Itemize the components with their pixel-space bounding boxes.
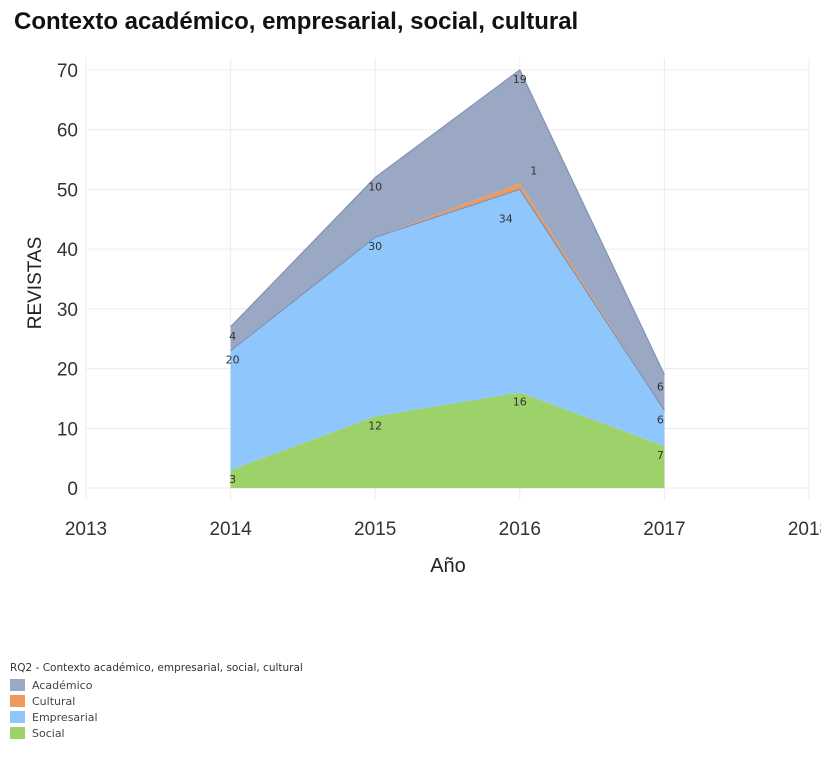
legend-swatch-empresarial: [10, 711, 25, 723]
data-label-academico-2017: 6: [657, 381, 664, 394]
legend-label-social: Social: [32, 726, 65, 740]
legend-label-academico: Académico: [32, 678, 93, 692]
data-label-social-2015: 12: [368, 419, 382, 432]
y-tick-label-60: 60: [57, 121, 78, 142]
x-tick-label-2018: 2018: [788, 519, 821, 540]
data-label-academico-2015: 10: [368, 180, 382, 193]
legend-title: RQ2 - Contexto académico, empresarial, s…: [10, 662, 303, 674]
legend-label-empresarial: Empresarial: [32, 710, 98, 724]
data-label-empresarial-2017: 6: [657, 413, 664, 426]
x-tick-label-2013: 2013: [65, 519, 107, 540]
y-axis-title: REVISTAS: [25, 237, 46, 330]
area-social: [230, 392, 665, 489]
legend-item-academico[interactable]: Académico: [10, 677, 303, 693]
chart-title: Contexto académico, empresarial, social,…: [14, 8, 579, 35]
legend-swatch-academico: [10, 679, 25, 691]
area-academico: [230, 69, 665, 411]
legend-item-social[interactable]: Social: [10, 725, 303, 741]
x-tick-label-2016: 2016: [499, 519, 541, 540]
boundary-line-empresarial: [230, 188, 665, 411]
x-axis-title: Año: [430, 555, 466, 577]
legend-item-cultural[interactable]: Cultural: [10, 693, 303, 709]
legend-item-empresarial[interactable]: Empresarial: [10, 709, 303, 725]
y-tick-label-70: 70: [57, 61, 78, 82]
y-tick-label-30: 30: [57, 300, 78, 321]
data-label-social-2014: 3: [229, 473, 236, 486]
x-tick-label-2017: 2017: [643, 519, 685, 540]
data-label-cultural-2016: 1: [530, 164, 537, 177]
data-label-social-2016: 16: [513, 395, 527, 408]
y-tick-label-10: 10: [57, 419, 78, 440]
data-label-empresarial-2015: 30: [368, 240, 382, 253]
legend-swatch-social: [10, 727, 25, 739]
y-tick-label-0: 0: [67, 479, 78, 500]
data-label-empresarial-2016: 34: [499, 212, 513, 225]
y-tick-label-50: 50: [57, 180, 78, 201]
area-empresarial: [230, 189, 665, 471]
legend-swatch-cultural: [10, 695, 25, 707]
data-label-academico-2016: 19: [513, 73, 527, 86]
legend: RQ2 - Contexto académico, empresarial, s…: [10, 662, 303, 741]
y-tick-label-20: 20: [57, 360, 78, 381]
legend-label-cultural: Cultural: [32, 694, 76, 708]
y-tick-label-40: 40: [57, 240, 78, 261]
boundary-line-academico: [230, 68, 665, 375]
data-label-social-2017: 7: [657, 449, 664, 462]
data-label-empresarial-2014: 20: [226, 354, 240, 367]
data-label-academico-2014: 4: [229, 330, 236, 343]
x-tick-label-2014: 2014: [209, 519, 252, 540]
x-tick-label-2015: 2015: [354, 519, 396, 540]
